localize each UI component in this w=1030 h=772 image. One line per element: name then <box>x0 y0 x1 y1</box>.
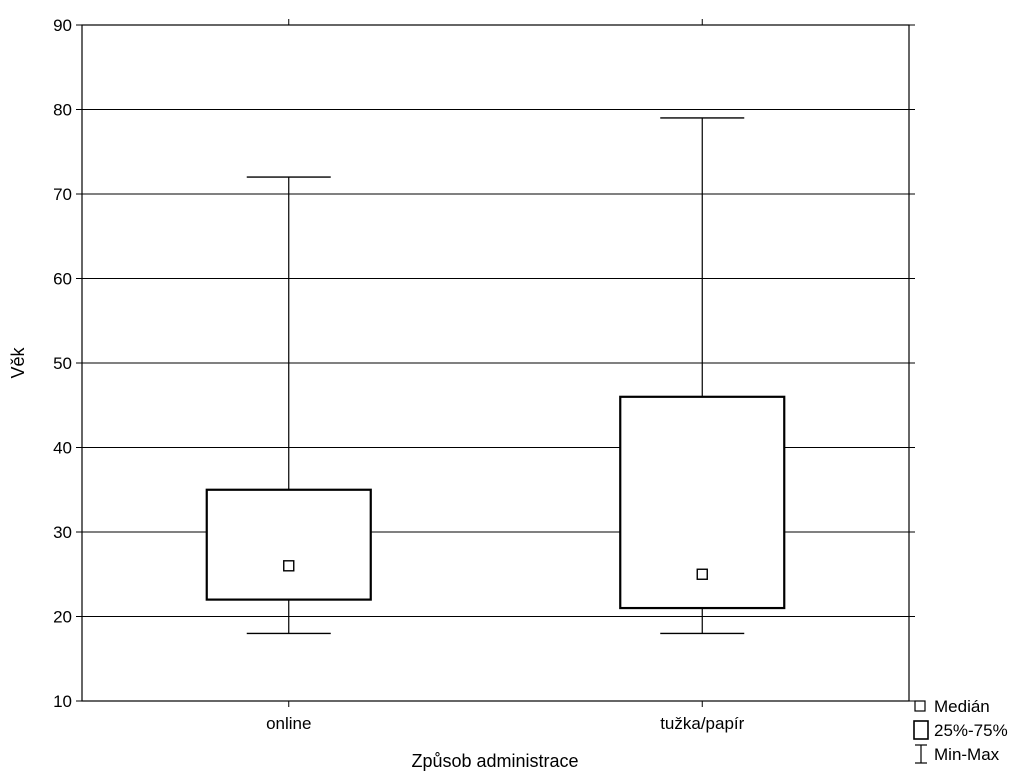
y-tick-label: 80 <box>53 101 72 120</box>
x-tick-label: online <box>266 714 311 733</box>
box-group <box>205 176 372 635</box>
x-tick-label: tužka/papír <box>660 714 744 733</box>
y-axis-label: Věk <box>8 346 28 378</box>
legend-item: 25%-75% <box>913 720 1008 740</box>
y-tick-label: 50 <box>53 354 72 373</box>
legend-label: Min-Max <box>934 745 1000 764</box>
legend-median-symbol <box>914 700 926 712</box>
legend-label: Medián <box>934 697 990 716</box>
y-axis-ticks: 10 20 30 40 50 60 70 80 90 <box>53 16 915 711</box>
x-axis-ticks: online tužka/papír <box>266 19 745 733</box>
box-group <box>619 117 786 635</box>
y-tick-label: 20 <box>53 608 72 627</box>
y-tick-label: 60 <box>53 270 72 289</box>
legend-label: 25%-75% <box>934 721 1008 740</box>
x-axis-label: Způsob administrace <box>411 751 578 771</box>
legend-box-symbol <box>913 720 929 740</box>
y-tick-label: 30 <box>53 523 72 542</box>
legend-item: Min-Max <box>915 744 1000 764</box>
median-marker <box>696 568 708 580</box>
legend: Medián 25%-75% Min-Max <box>913 697 1008 764</box>
legend-item: Medián <box>914 697 990 716</box>
y-tick-label: 40 <box>53 439 72 458</box>
iqr-box <box>205 488 372 601</box>
median-marker <box>283 560 295 572</box>
y-tick-label: 90 <box>53 16 72 35</box>
y-tick-label: 70 <box>53 185 72 204</box>
box-plot-series <box>205 117 786 635</box>
y-tick-label: 10 <box>53 692 72 711</box>
